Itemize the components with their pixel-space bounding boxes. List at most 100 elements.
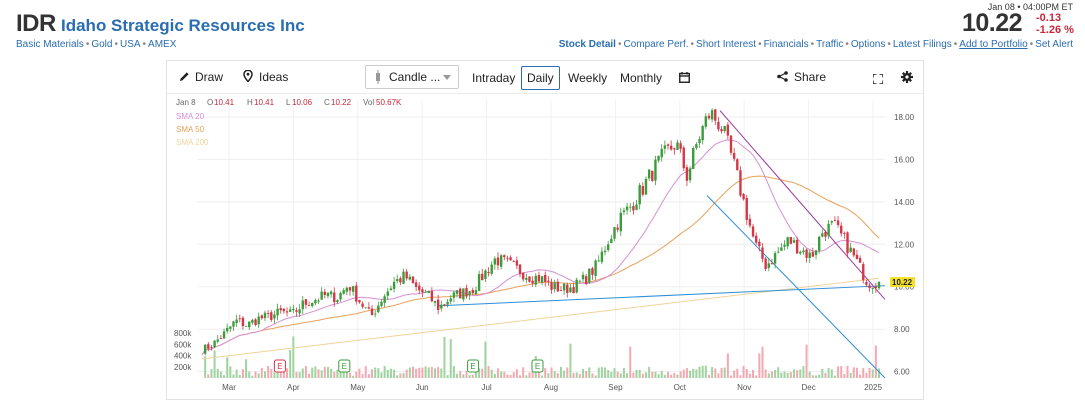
volume-bar xyxy=(613,368,616,378)
pencil-icon xyxy=(180,72,189,81)
volume-bar xyxy=(840,366,843,378)
candle-body xyxy=(641,186,645,195)
candle-body xyxy=(651,170,654,181)
sma20-line xyxy=(201,139,880,356)
volume-bar xyxy=(767,373,770,378)
ohlc-low: 10.06 xyxy=(292,98,313,107)
volume-bar xyxy=(764,369,767,378)
volume-bar xyxy=(424,366,427,378)
candle-body xyxy=(748,218,752,226)
volume-bar xyxy=(878,368,880,378)
candle-body xyxy=(600,251,604,262)
tag-country[interactable]: USA xyxy=(119,39,141,50)
volume-bar xyxy=(701,365,704,378)
earnings-marker[interactable]: E xyxy=(531,359,544,373)
x-tick-label: Nov xyxy=(737,383,751,392)
svg-text:E: E xyxy=(470,362,475,371)
candle-body xyxy=(723,125,726,132)
candle-body xyxy=(679,143,682,149)
ohlc-vol-label: Vol xyxy=(363,98,374,107)
chart-type-select[interactable]: Candle ... xyxy=(365,65,459,89)
volume-bar xyxy=(692,368,695,378)
link-compare-perf[interactable]: Compare Perf. xyxy=(623,39,689,50)
volume-bar xyxy=(685,368,688,378)
link-short-interest[interactable]: Short Interest xyxy=(696,39,757,50)
link-stock-detail[interactable]: Stock Detail xyxy=(558,39,616,50)
volume-bar xyxy=(528,372,531,378)
candle-body xyxy=(814,250,818,256)
volume-bar xyxy=(371,369,374,378)
volume-bar xyxy=(279,370,282,378)
volume-bar xyxy=(855,367,858,378)
link-set-alert[interactable]: Set Alert xyxy=(1035,39,1073,50)
volume-bar xyxy=(849,372,852,378)
company-name[interactable]: Idaho Strategic Resources Inc xyxy=(61,16,305,35)
ideas-button[interactable]: Ideas xyxy=(243,68,288,86)
volume-bar xyxy=(374,367,377,378)
volume-bar xyxy=(238,374,241,378)
volume-bar xyxy=(833,375,836,378)
fullscreen-button[interactable] xyxy=(872,71,884,89)
volume-bar xyxy=(493,374,496,378)
earnings-marker[interactable]: E xyxy=(338,359,351,373)
volume-bar xyxy=(755,375,758,378)
volume-bar xyxy=(808,371,811,378)
candle-body xyxy=(496,257,500,266)
tag-sector[interactable]: Basic Materials xyxy=(16,39,84,50)
volume-bar xyxy=(843,373,846,378)
candle-body xyxy=(311,302,314,307)
settings-button[interactable] xyxy=(901,70,913,88)
breakdown-trendline xyxy=(706,195,886,379)
volume-bar xyxy=(745,368,748,378)
volume-bar xyxy=(289,350,292,378)
legend-sma200: SMA 200 xyxy=(176,138,209,147)
volume-bar xyxy=(626,373,629,378)
volume-bar xyxy=(487,366,490,378)
share-button[interactable]: Share xyxy=(777,68,826,86)
candles xyxy=(203,108,881,356)
volume-bar xyxy=(405,369,408,378)
volume-bar xyxy=(594,375,597,378)
y-tick-label: 18.00 xyxy=(894,113,915,122)
candle-body xyxy=(285,311,289,313)
volume-bar xyxy=(465,370,468,378)
volume-bar xyxy=(575,372,578,378)
volume-bar xyxy=(648,366,651,378)
range-intraday[interactable]: Intraday xyxy=(472,71,516,85)
volume-bar xyxy=(657,374,660,378)
earnings-marker[interactable]: E xyxy=(467,359,480,373)
link-traffic[interactable]: Traffic xyxy=(816,39,844,50)
link-add-to-portfolio[interactable]: Add to Portfolio xyxy=(959,39,1028,50)
volume-bar xyxy=(802,366,805,378)
range-weekly[interactable]: Weekly xyxy=(568,71,608,85)
candle-body xyxy=(238,318,241,320)
volume-bar xyxy=(654,371,657,378)
volume-bar xyxy=(304,366,307,378)
earnings-marker[interactable]: E xyxy=(273,359,286,373)
candle-body xyxy=(339,293,342,300)
candle-body xyxy=(225,327,229,332)
candle-body xyxy=(732,152,736,159)
price-chart[interactable]: 18.00 16.00 14.00 12.00 10.00 8.00 6.00 Mar Apr M… xyxy=(167,94,923,399)
tag-exchange[interactable]: AMEX xyxy=(148,39,177,50)
range-daily[interactable]: Daily xyxy=(521,66,560,90)
sma200-line xyxy=(201,277,880,360)
candle-body xyxy=(827,223,830,236)
pin-icon xyxy=(243,69,253,83)
draw-button[interactable]: Draw xyxy=(179,68,223,86)
quote-time: Jan 08 • 04:00PM ET xyxy=(987,2,1073,12)
candle-body xyxy=(254,319,257,325)
candle-body xyxy=(248,321,251,328)
ideas-label: Ideas xyxy=(259,70,289,84)
link-options[interactable]: Options xyxy=(850,39,886,50)
link-financials[interactable]: Financials xyxy=(763,39,809,50)
candle-body xyxy=(244,325,248,327)
candle-body xyxy=(698,139,701,144)
link-latest-filings[interactable]: Latest Filings xyxy=(892,39,952,50)
candle-body xyxy=(657,155,660,161)
range-monthly[interactable]: Monthly xyxy=(620,71,663,85)
calendar-button[interactable] xyxy=(679,70,690,88)
candle-body xyxy=(544,274,547,282)
candle-body xyxy=(780,247,783,251)
tag-industry[interactable]: Gold xyxy=(91,39,113,50)
